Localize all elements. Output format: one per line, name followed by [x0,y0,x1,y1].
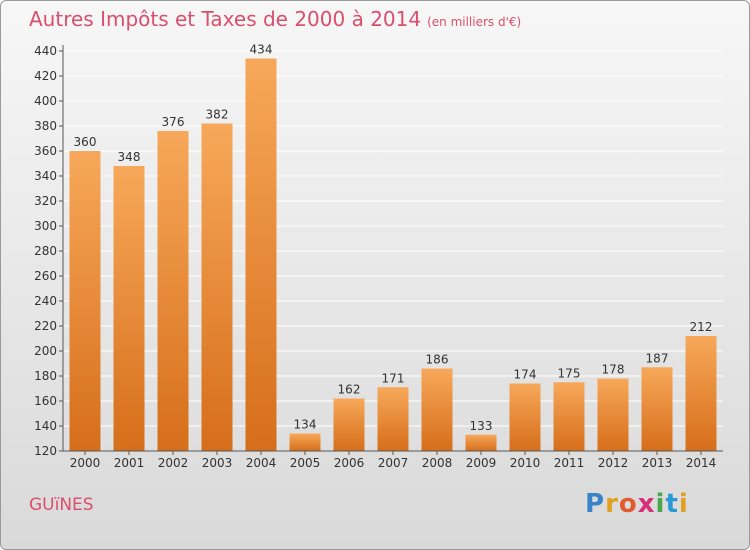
y-tick-label: 280 [34,244,57,258]
y-tick-label: 360 [34,144,57,158]
value-label: 133 [470,419,493,433]
bar-2006 [333,398,365,451]
y-tick-label: 440 [34,44,57,58]
x-tick-label: 2011 [554,456,585,470]
bar-2000 [69,151,101,451]
bars [69,58,717,451]
bar-2008 [421,368,453,451]
bar-2013 [641,367,673,451]
x-tick-label: 2007 [378,456,409,470]
bar-2005 [289,433,321,451]
bar-2009 [465,434,497,451]
logo-letter: i [678,489,689,519]
chart-title-main: Autres Impôts et Taxes de 2000 à 2014 [29,7,422,31]
x-tick-label: 2009 [466,456,497,470]
y-tick-label: 180 [34,369,57,383]
x-tick-label: 2001 [114,456,145,470]
value-label: 175 [558,366,581,380]
value-label: 162 [338,383,361,397]
x-tick-label: 2008 [422,456,453,470]
value-label: 434 [250,43,273,57]
logo-letter: x [637,489,656,519]
value-label: 348 [118,150,141,164]
y-tick-label: 220 [34,319,57,333]
value-label: 212 [690,320,713,334]
x-tick-label: 2004 [246,456,277,470]
bar-2011 [553,382,585,451]
x-tick-label: 2005 [290,456,321,470]
y-tick-label: 400 [34,94,57,108]
x-tick-label: 2013 [642,456,673,470]
value-label: 186 [426,353,449,367]
logo-letter: o [618,489,638,519]
y-tick-label: 200 [34,344,57,358]
x-tick-label: 2010 [510,456,541,470]
logo-letter: r [605,489,619,519]
value-label: 382 [206,108,229,122]
bar-2012 [597,378,629,451]
value-label: 376 [162,115,185,129]
x-tick-label: 2000 [70,456,101,470]
bar-2003 [201,123,233,451]
logo-letter: i [655,489,666,519]
y-tick-label: 260 [34,269,57,283]
bar-2002 [157,131,189,451]
y-tick-label: 420 [34,69,57,83]
y-tick-label: 340 [34,169,57,183]
x-tick-label: 2012 [598,456,629,470]
y-tick-label: 240 [34,294,57,308]
proxiti-logo: Proxiti [585,489,689,519]
x-tick-label: 2002 [158,456,189,470]
bar-2010 [509,383,541,451]
y-tick-label: 160 [34,394,57,408]
y-tick-label: 140 [34,419,57,433]
value-label: 171 [382,371,405,385]
value-label: 187 [646,351,669,365]
bar-2001 [113,166,145,451]
chart-title-unit: (en milliers d'€) [427,15,522,29]
axes: 1201401601802002202402602803003203403603… [34,44,723,470]
y-tick-label: 380 [34,119,57,133]
x-tick-label: 2003 [202,456,233,470]
chart-title: Autres Impôts et Taxes de 2000 à 2014 (en… [29,7,521,31]
y-tick-label: 300 [34,219,57,233]
bar-2004 [245,58,277,451]
bar-2007 [377,387,409,451]
value-label: 360 [74,135,97,149]
value-label: 134 [294,418,317,432]
town-name: GUïNES [29,495,94,515]
y-tick-label: 120 [34,444,57,458]
value-label: 178 [602,363,625,377]
y-tick-label: 320 [34,194,57,208]
logo-letter: P [585,489,606,519]
logo-letter: t [665,489,679,519]
x-tick-label: 2014 [686,456,717,470]
x-tick-label: 2006 [334,456,365,470]
bar-2014 [685,336,717,451]
value-label: 174 [514,368,537,382]
value-labels: 360 348 376 382 434 134 162 171 186 133 174 175 178 1… [74,43,713,433]
